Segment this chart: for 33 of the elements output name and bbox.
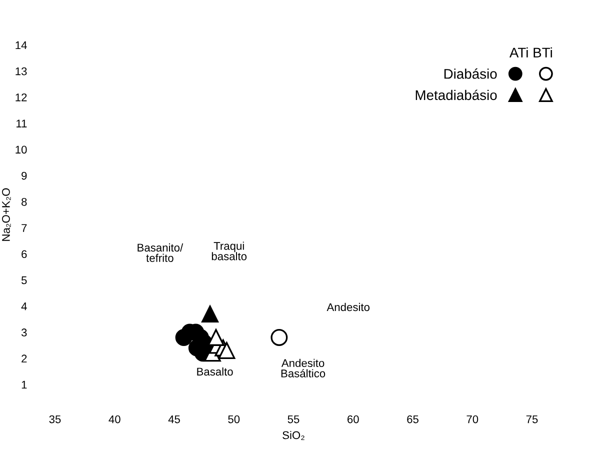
legend-title: ATi BTi (509, 47, 552, 58)
y-axis-title: Na₂O+K₂O (2, 188, 11, 241)
x-tick-label: 50 (228, 415, 240, 424)
y-tick-label: 4 (21, 302, 27, 310)
x-tick-label: 60 (348, 415, 359, 424)
x-tick-label: 35 (49, 415, 61, 424)
annotation: Basalto (197, 367, 233, 376)
annotation: Traqui basalto (212, 242, 247, 260)
x-tick-label: 45 (168, 415, 180, 424)
annotation: Andesito Basáltico (281, 358, 326, 378)
legend-label: Metadiabásio (416, 90, 497, 100)
y-tick-label: 8 (22, 198, 27, 206)
y-tick-label: 1 (22, 380, 27, 389)
y-tick-label: 7 (22, 224, 27, 232)
y-tick-label: 11 (16, 120, 27, 128)
x-tick-label: 65 (407, 415, 418, 424)
x-tick-label: 55 (288, 415, 300, 424)
annotation: Andesito (326, 302, 370, 312)
x-tick-label: 70 (466, 415, 478, 424)
legend-label: Diabásio (444, 68, 497, 79)
y-tick-label: 5 (21, 276, 27, 284)
annotation: Basanito/ tefrito (138, 243, 184, 262)
y-tick-label: 6 (22, 250, 27, 258)
y-tick-label: 13 (16, 67, 27, 76)
y-tick-label: 9 (22, 172, 27, 180)
y-tick-label: 14 (16, 41, 27, 50)
x-tick-label: 75 (526, 415, 538, 424)
x-tick-label: 40 (108, 415, 120, 424)
x-axis-title: SiO₂ (282, 430, 304, 440)
y-tick-label: 3 (21, 328, 27, 336)
y-tick-label: 10 (16, 146, 27, 154)
y-tick-label: 12 (16, 94, 27, 102)
y-tick-label: 2 (22, 354, 27, 362)
